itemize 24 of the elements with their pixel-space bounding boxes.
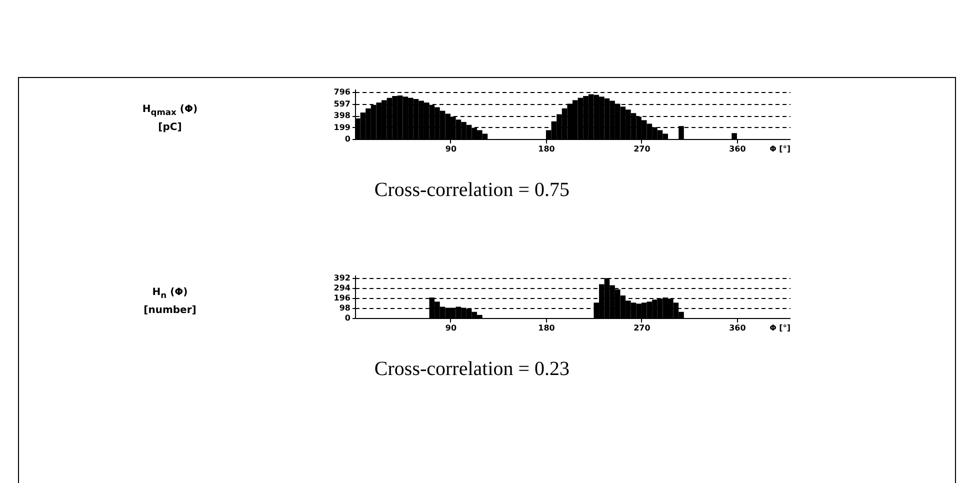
- x-tick-label: 270: [634, 324, 651, 332]
- text: Cross-correlation = 0.75: [373, 179, 571, 202]
- y-tick-label: 98: [339, 303, 351, 312]
- y-tick-label: 294: [334, 283, 351, 292]
- y-axis-title: H$_{qmax}$ (Φ) [pC]: [141, 103, 199, 135]
- y-tick-label: 196: [334, 293, 351, 302]
- x-tick-label: 360: [729, 144, 746, 154]
- y-tick-label: 0: [344, 314, 351, 322]
- x-tick-label: 180: [538, 324, 556, 332]
- x-tick-label: 270: [634, 144, 651, 154]
- x-tick-label: 360: [729, 324, 746, 332]
- y-tick-label: 0: [344, 134, 351, 144]
- y-tick-label: 199: [334, 122, 351, 132]
- y-tick-label: 398: [334, 111, 351, 120]
- y-tick-label: 392: [334, 273, 350, 282]
- x-tick-label: 90: [445, 324, 457, 332]
- x-tick-label: 90: [445, 144, 457, 154]
- y-tick-label: 796: [334, 88, 351, 97]
- y-tick-label: 597: [334, 99, 350, 108]
- x-axis-title: Φ [°]: [770, 144, 790, 154]
- y-axis-title: H$_{n}$ (Φ) [number]: [142, 286, 198, 318]
- x-tick-label: 180: [538, 144, 556, 154]
- text: Cross-correlation = 0.23: [373, 358, 571, 381]
- x-axis-title: Φ [°]: [770, 324, 790, 332]
